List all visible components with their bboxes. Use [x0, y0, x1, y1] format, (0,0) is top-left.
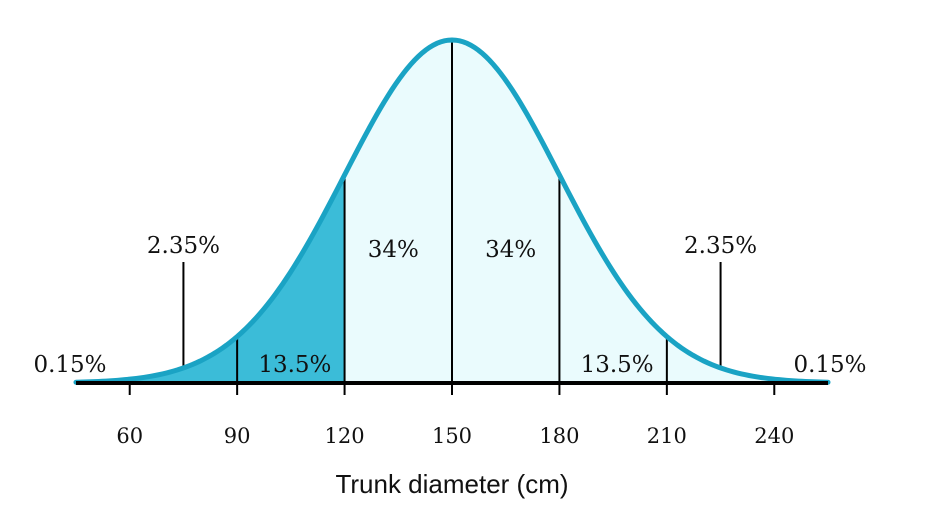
percentage-label: 34% [485, 237, 536, 263]
percentage-label: 13.5% [581, 352, 654, 378]
x-tick-label: 180 [539, 424, 579, 448]
x-tick-label: 240 [754, 424, 794, 448]
x-axis-ticks: 60 90 120 150 180 210 240 [116, 383, 794, 448]
x-tick-label: 210 [647, 424, 687, 448]
x-tick-label: 150 [432, 424, 472, 448]
label-leader-lines [182, 262, 722, 366]
x-tick-label: 90 [224, 424, 251, 448]
normal-curve-line [73, 37, 831, 385]
percentage-label: 13.5% [258, 352, 331, 378]
x-tick-label: 120 [325, 424, 365, 448]
percentage-labels: 0.15% 2.35% 13.5% 34% 34% 13.5% 2.35% 0.15% [33, 233, 866, 378]
percentage-label: 0.15% [793, 352, 866, 378]
dark-shaded-area [76, 174, 345, 383]
x-axis-title: Trunk diameter (cm) [335, 469, 568, 499]
percentage-label: 34% [368, 237, 419, 263]
percentage-label: 2.35% [147, 233, 220, 259]
division-lines [236, 42, 668, 383]
percentage-label: 2.35% [684, 233, 757, 259]
percentage-label: 0.15% [33, 352, 106, 378]
x-tick-label: 60 [116, 424, 143, 448]
